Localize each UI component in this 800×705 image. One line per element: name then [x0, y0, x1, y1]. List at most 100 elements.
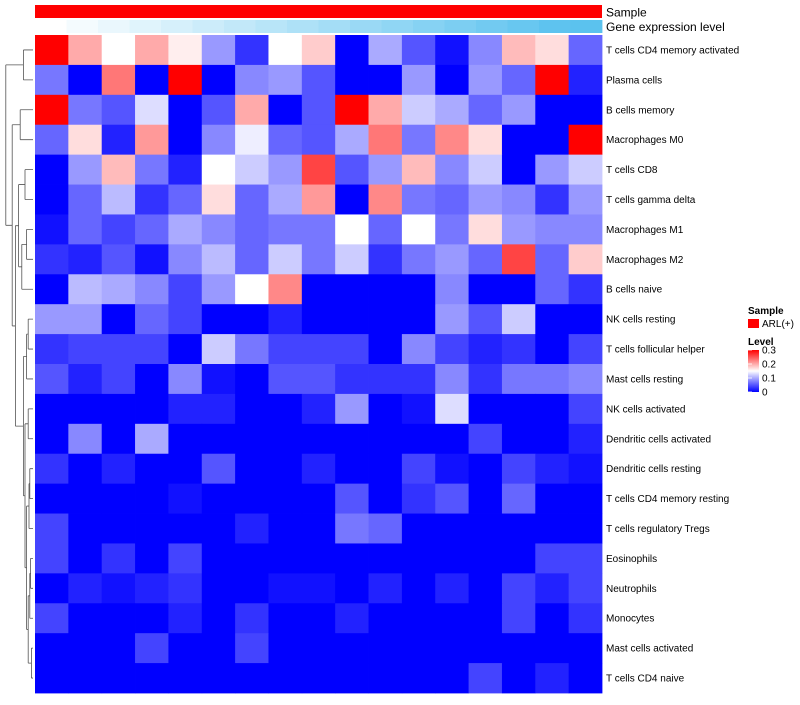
heatmap-cell	[368, 154, 403, 185]
heatmap-cell	[501, 94, 536, 126]
heatmap-cell	[35, 244, 69, 275]
heatmap-cell	[35, 513, 69, 544]
heatmap-cell	[301, 184, 336, 215]
heatmap-cell	[168, 633, 203, 664]
heatmap-cell	[501, 663, 536, 694]
heatmap-cells	[35, 35, 603, 694]
heatmap-cell	[301, 573, 336, 604]
heatmap-cell	[501, 274, 536, 305]
heatmap-cell	[335, 64, 369, 96]
heatmap-cell	[135, 64, 169, 96]
heatmap-cell	[535, 184, 570, 215]
gene-expression-annotation-cell	[224, 20, 256, 33]
heatmap-cell	[468, 244, 503, 275]
heatmap-cell	[135, 483, 169, 514]
heatmap-cell	[335, 364, 369, 395]
heatmap-cell	[68, 393, 103, 425]
heatmap-cell	[168, 274, 203, 305]
heatmap-cell	[135, 274, 169, 305]
heatmap-cell	[368, 94, 403, 126]
heatmap-cell	[201, 543, 236, 574]
heatmap-cell	[168, 184, 203, 215]
legend-tick-label: 0.2	[762, 360, 776, 371]
heatmap-cell	[201, 513, 236, 544]
heatmap-cell	[468, 423, 503, 455]
heatmap-cell	[535, 274, 570, 305]
heatmap-cell	[335, 423, 369, 455]
heatmap-cell	[168, 513, 203, 544]
heatmap-cell	[101, 663, 136, 694]
gene-expression-annotation-cell	[287, 20, 319, 33]
heatmap-cell	[501, 304, 536, 335]
heatmap-cell	[368, 393, 403, 425]
heatmap-cell	[201, 304, 236, 335]
heatmap-cell	[368, 633, 403, 664]
heatmap-cell	[501, 154, 536, 185]
heatmap-cell	[401, 244, 436, 275]
gene-expression-annotation-cell	[350, 20, 382, 33]
heatmap-cell	[568, 64, 603, 96]
heatmap-cell	[201, 663, 236, 694]
heatmap-cell	[35, 94, 69, 126]
heatmap-cell	[535, 154, 570, 185]
heatmap-cell	[435, 214, 469, 245]
heatmap-cell	[568, 304, 603, 335]
heatmap-cell	[501, 423, 536, 455]
heatmap-cell	[368, 364, 403, 395]
heatmap-cell	[68, 513, 103, 544]
heatmap-cell	[435, 124, 469, 156]
row-label: Macrophages M1	[606, 225, 684, 236]
heatmap-cell	[535, 334, 570, 365]
gene-expression-annotation-cell	[476, 20, 508, 33]
legend-tick-label: 0.1	[762, 374, 776, 385]
heatmap-cell	[235, 64, 269, 96]
heatmap-cell	[268, 663, 303, 694]
heatmap-cell	[435, 334, 469, 365]
heatmap-cell	[101, 124, 136, 156]
gene-expression-annotation-cell	[413, 20, 445, 33]
heatmap-cell	[268, 304, 303, 335]
heatmap-cell	[401, 64, 436, 96]
heatmap-cell	[68, 334, 103, 365]
heatmap-cell	[168, 364, 203, 395]
heatmap-cell	[301, 543, 336, 574]
heatmap-cell	[535, 64, 570, 96]
heatmap-cell	[568, 483, 603, 514]
heatmap-cell	[435, 663, 469, 694]
heatmap-cell	[135, 244, 169, 275]
heatmap-cell	[235, 304, 269, 335]
row-label: NK cells resting	[606, 315, 675, 326]
heatmap-cell	[468, 393, 503, 425]
heatmap-cell	[335, 94, 369, 126]
heatmap-cell	[235, 94, 269, 126]
heatmap-cell	[335, 154, 369, 185]
row-dendrogram	[5, 49, 33, 679]
gene-expression-track-label: Gene expression level	[606, 20, 725, 34]
heatmap-cell	[401, 423, 436, 455]
heatmap-cell	[535, 244, 570, 275]
heatmap-cell	[368, 543, 403, 574]
heatmap-cell	[68, 304, 103, 335]
heatmap-cell	[168, 244, 203, 275]
heatmap-cell	[35, 35, 69, 66]
heatmap-cell	[435, 154, 469, 185]
heatmap-cell	[568, 214, 603, 245]
row-label: Mast cells resting	[606, 374, 683, 385]
heatmap-cell	[301, 663, 336, 694]
heatmap-cell	[35, 304, 69, 335]
heatmap-cell	[501, 35, 536, 66]
heatmap-cell	[501, 603, 536, 634]
heatmap-cell	[401, 184, 436, 215]
legend: Sample ARL(+) Level 0.3 0.2 0.1 0	[748, 306, 794, 399]
heatmap-cell	[468, 94, 503, 126]
heatmap-cell	[101, 483, 136, 514]
heatmap-cell	[135, 633, 169, 664]
heatmap-cell	[201, 633, 236, 664]
heatmap-cell	[168, 124, 203, 156]
heatmap-cell	[368, 663, 403, 694]
heatmap-cell	[235, 603, 269, 634]
heatmap-cell	[101, 423, 136, 455]
heatmap-cell	[301, 364, 336, 395]
heatmap-cell	[435, 423, 469, 455]
heatmap-cell	[568, 453, 603, 485]
